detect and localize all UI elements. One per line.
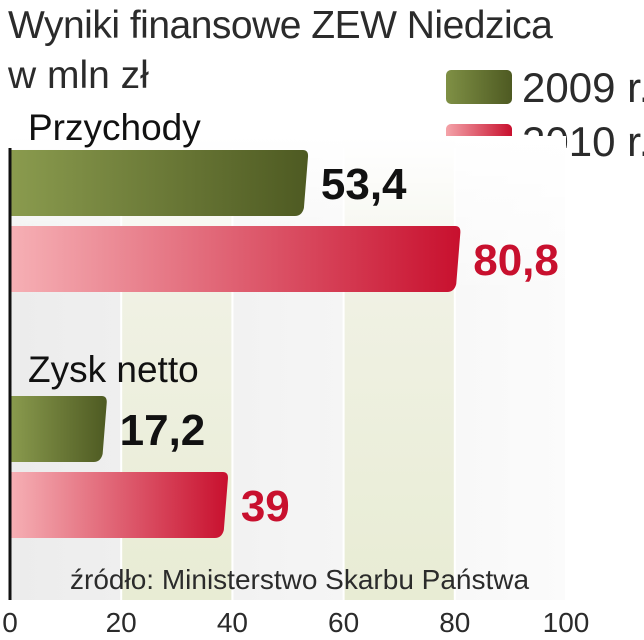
x-tick-label: 20 <box>106 607 137 638</box>
bar-zysk-netto-2009 <box>10 396 107 462</box>
bar-value-label: 80,8 <box>473 236 559 285</box>
bar-value-label: 39 <box>241 482 290 531</box>
bar-przychody-2009 <box>10 150 309 216</box>
x-tick-label: 40 <box>217 607 248 638</box>
chart-subtitle: w mln zł <box>8 54 149 97</box>
x-tick-label: 100 <box>543 607 590 638</box>
chart-title: Wyniki finansowe ZEW Niedzica <box>8 4 553 47</box>
category-label: Przychody <box>28 107 201 148</box>
x-tick-label: 60 <box>328 607 359 638</box>
bar-value-label: 17,2 <box>120 406 206 455</box>
legend-swatch-2009 <box>446 70 512 104</box>
bar-value-label: 53,4 <box>321 160 407 209</box>
x-tick-label: 0 <box>2 607 18 638</box>
legend-label-2009: 2009 r. <box>522 64 644 111</box>
source-note: źródło: Ministerstwo Skarbu Państwa <box>70 564 530 595</box>
bar-przychody-2010 <box>10 226 461 292</box>
bar-zysk-netto-2010 <box>10 472 228 538</box>
x-tick-label: 80 <box>439 607 470 638</box>
category-label: Zysk netto <box>28 349 199 390</box>
